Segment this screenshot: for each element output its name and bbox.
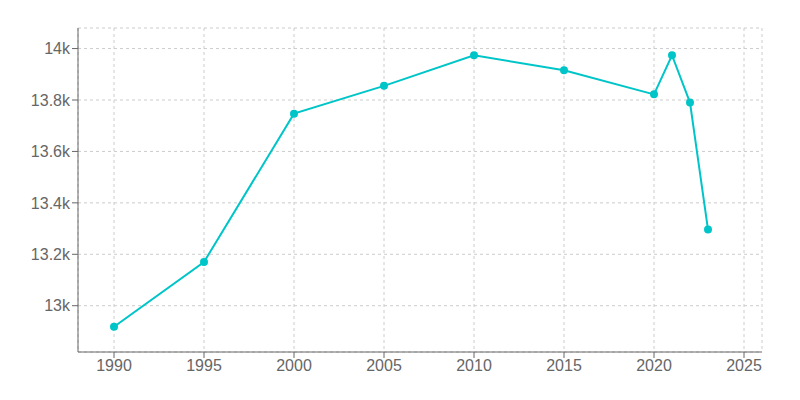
svg-text:13k: 13k (44, 297, 71, 314)
svg-text:2020: 2020 (636, 357, 672, 374)
svg-text:13.8k: 13.8k (31, 92, 71, 109)
svg-text:13.4k: 13.4k (31, 195, 71, 212)
svg-text:13.2k: 13.2k (31, 246, 71, 263)
svg-text:2010: 2010 (456, 357, 492, 374)
svg-text:2000: 2000 (276, 357, 312, 374)
svg-text:2025: 2025 (726, 357, 762, 374)
svg-text:1995: 1995 (186, 357, 222, 374)
svg-text:13.6k: 13.6k (31, 143, 71, 160)
svg-text:14k: 14k (44, 40, 71, 57)
svg-text:2005: 2005 (366, 357, 402, 374)
svg-text:2015: 2015 (546, 357, 582, 374)
svg-text:1990: 1990 (96, 357, 132, 374)
